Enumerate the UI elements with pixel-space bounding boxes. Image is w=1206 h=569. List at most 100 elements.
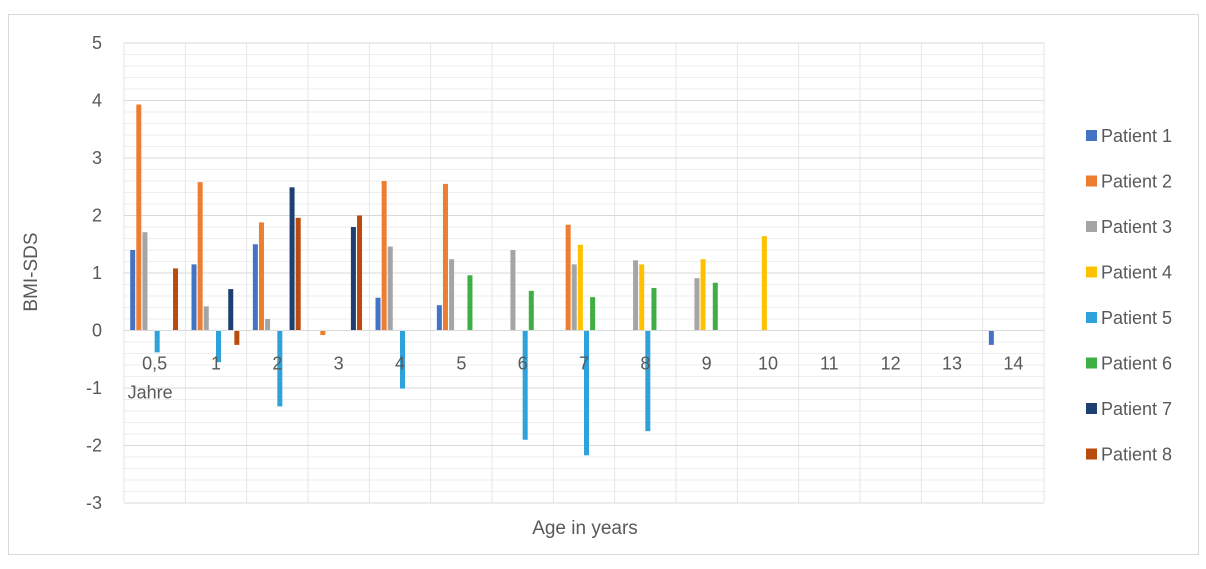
legend-label: Patient 4 xyxy=(1101,263,1172,283)
legend-label: Patient 2 xyxy=(1101,172,1172,192)
bar-patient-4 xyxy=(700,259,706,331)
bars xyxy=(130,104,994,456)
bar-patient-8 xyxy=(295,217,301,331)
bar-patient-2 xyxy=(197,182,203,331)
bar-patient-1 xyxy=(191,264,197,331)
bar-patient-6 xyxy=(651,287,657,331)
bar-patient-2 xyxy=(320,330,326,336)
bar-patient-6 xyxy=(590,297,596,331)
bar-patient-8 xyxy=(173,268,179,331)
x-tick-label: 8 xyxy=(640,354,650,374)
bar-patient-3 xyxy=(510,250,516,331)
legend-item: Patient 5 xyxy=(1086,308,1172,328)
x-tick-label: 10 xyxy=(758,354,778,374)
bar-patient-3 xyxy=(387,246,393,331)
bar-patient-2 xyxy=(442,183,448,331)
y-tick-label: -3 xyxy=(86,493,102,513)
bar-patient-6 xyxy=(528,290,534,331)
legend: Patient 1 Patient 2 Patient 3 Patient 4 Pati… xyxy=(1086,126,1172,465)
bar-patient-4 xyxy=(577,244,583,331)
y-tick-label: -2 xyxy=(86,436,102,456)
y-tick-labels: -3 -2 -1 0 1 2 3 4 5 xyxy=(86,33,102,513)
bar-patient-2 xyxy=(381,181,387,331)
x-tick-label: 7 xyxy=(579,354,589,374)
legend-item: Patient 1 xyxy=(1086,126,1172,146)
bar-patient-3 xyxy=(449,259,455,331)
bar-patient-3 xyxy=(633,260,639,331)
bar-patient-5 xyxy=(400,330,405,389)
legend-swatch xyxy=(1086,175,1097,187)
bar-patient-4 xyxy=(639,264,645,331)
legend-swatch xyxy=(1086,266,1097,278)
bar-patient-1 xyxy=(375,297,381,331)
bar-patient-1 xyxy=(436,305,442,331)
x-tick-label: 12 xyxy=(881,354,901,374)
legend-swatch xyxy=(1086,357,1097,369)
legend-swatch xyxy=(1086,403,1097,414)
x-tick-label: 4 xyxy=(395,354,405,374)
bar-patient-8 xyxy=(357,215,363,331)
legend-item: Patient 3 xyxy=(1086,217,1172,237)
bar-patient-2 xyxy=(565,224,571,331)
legend-label: Patient 1 xyxy=(1101,126,1172,146)
legend-label: Patient 5 xyxy=(1101,308,1172,328)
x-tick-label-suffix: Jahre xyxy=(128,383,173,403)
legend-item: Patient 2 xyxy=(1086,172,1172,192)
bar-patient-3 xyxy=(571,264,577,331)
y-tick-label: 5 xyxy=(92,33,102,53)
bar-patient-3 xyxy=(203,306,209,331)
y-tick-label: 1 xyxy=(92,263,102,283)
x-tick-label: 9 xyxy=(702,354,712,374)
bar-patient-5 xyxy=(277,330,283,407)
bar-patient-2 xyxy=(136,104,142,331)
bar-patient-2 xyxy=(258,222,264,331)
legend-swatch xyxy=(1086,221,1097,232)
legend-item: Patient 7 xyxy=(1086,399,1172,419)
bar-patient-1 xyxy=(130,250,136,331)
legend-label: Patient 6 xyxy=(1101,354,1172,374)
bar-patient-8 xyxy=(234,330,240,345)
x-tick-label: 2 xyxy=(272,354,282,374)
legend-swatch xyxy=(1086,448,1097,460)
legend-item: Patient 4 xyxy=(1086,263,1172,283)
y-tick-label: 3 xyxy=(92,148,102,168)
legend-swatch xyxy=(1086,312,1097,323)
bar-patient-5 xyxy=(645,330,651,432)
bar-patient-3 xyxy=(142,232,148,331)
y-tick-label: 4 xyxy=(92,91,102,111)
bar-patient-7 xyxy=(289,187,295,331)
x-tick-label: 0,5 xyxy=(142,354,167,374)
bar-patient-5 xyxy=(216,330,221,363)
y-tick-label: 2 xyxy=(92,206,102,226)
bar-patient-4 xyxy=(761,236,767,331)
x-axis-title: Age in years xyxy=(532,518,638,539)
bar-patient-5 xyxy=(522,330,528,440)
bar-patient-5 xyxy=(154,330,160,353)
x-tick-label: 11 xyxy=(820,354,839,374)
bar-patient-7 xyxy=(228,289,234,331)
x-tick-label: 14 xyxy=(1003,354,1023,374)
bar-patient-6 xyxy=(467,275,473,331)
legend-label: Patient 8 xyxy=(1101,445,1172,465)
x-tick-label: 1 xyxy=(211,354,221,374)
x-tick-label: 3 xyxy=(334,354,344,374)
bar-patient-1 xyxy=(988,330,994,345)
bar-patient-3 xyxy=(265,319,271,331)
x-tick-label: 6 xyxy=(518,354,528,374)
legend-item: Patient 8 xyxy=(1086,445,1172,465)
legend-label: Patient 3 xyxy=(1101,217,1172,237)
y-axis-title: BMI-SDS xyxy=(21,232,42,311)
bar-patient-1 xyxy=(252,244,258,331)
y-tick-label: 0 xyxy=(92,321,102,341)
legend-swatch xyxy=(1086,130,1097,141)
bar-patient-7 xyxy=(350,227,356,331)
y-tick-label: -1 xyxy=(86,378,102,398)
legend-item: Patient 6 xyxy=(1086,354,1172,374)
bar-patient-6 xyxy=(712,282,718,331)
x-tick-label: 13 xyxy=(942,354,962,374)
x-tick-label: 5 xyxy=(456,354,466,374)
